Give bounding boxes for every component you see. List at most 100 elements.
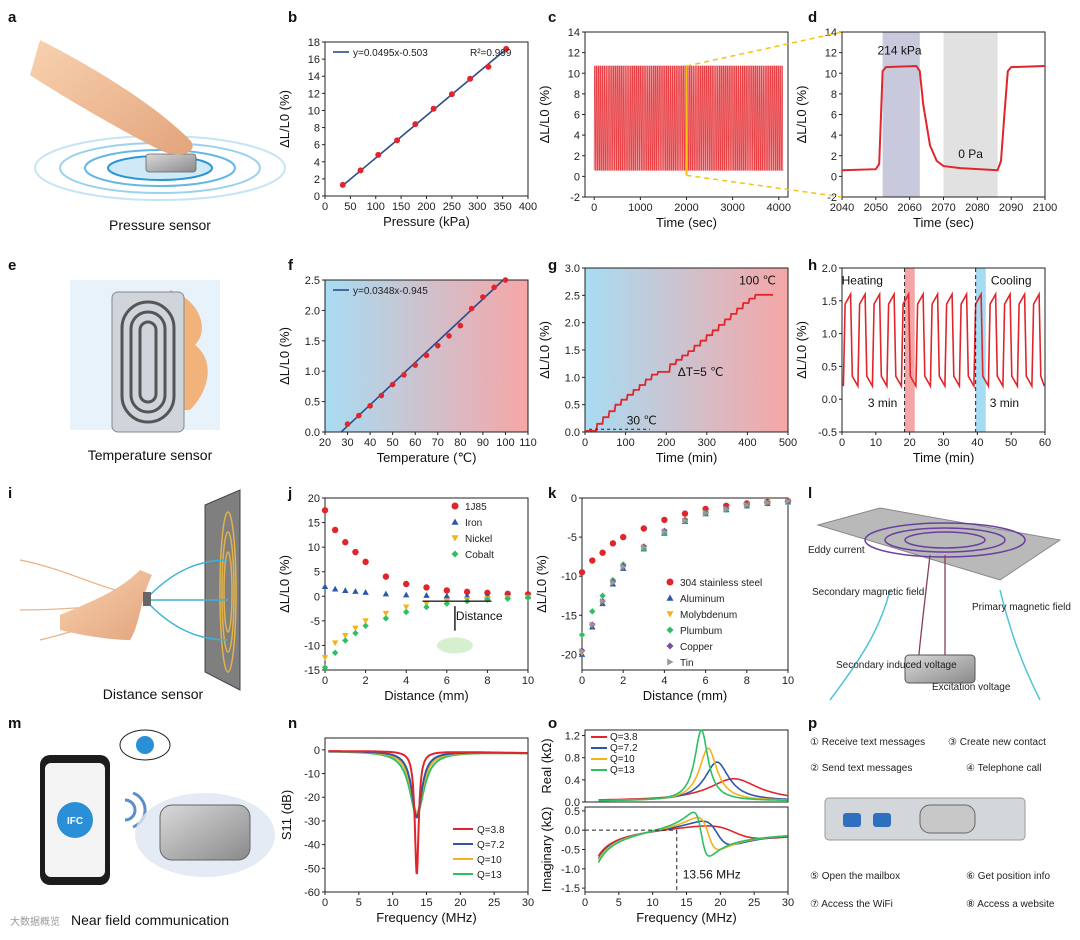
x-tick-label: 100 (367, 201, 385, 213)
x-tick-label: 6 (703, 675, 709, 687)
y-tick-label: -2 (570, 192, 580, 204)
series-line (593, 65, 784, 171)
y-tick-label: 0 (314, 591, 320, 603)
data-point (723, 505, 730, 513)
panel-letter-d: d (808, 9, 817, 26)
data-point (579, 648, 586, 655)
data-point (356, 412, 362, 419)
y-tick-label: 2.5 (305, 275, 320, 287)
data-point (599, 592, 606, 599)
y-tick-label: 1.0 (305, 366, 320, 378)
data-point (434, 342, 441, 349)
y-axis-label: ΔL/L0 (%) (534, 555, 549, 613)
x-tick-label: 2070 (931, 202, 955, 214)
x-tick-label: 2040 (830, 202, 854, 214)
data-point (342, 539, 349, 546)
y-tick-label: -60 (304, 887, 320, 899)
y-tick-label: -20 (304, 792, 320, 804)
label-excitation-voltage: Excitation voltage (932, 682, 1011, 693)
data-point (331, 585, 339, 592)
y-tick-label: 1.2 (565, 731, 580, 743)
hand-icon (60, 570, 152, 640)
legend-label: Q=3.8 (477, 825, 505, 836)
pressure-sensor-illustration: Pressure sensor (30, 40, 286, 233)
nfc-item-2: ② Send text messages (810, 763, 912, 774)
y-tick-label: 2.5 (565, 290, 580, 302)
x-tick-label: 400 (519, 201, 537, 213)
data-point (448, 91, 455, 98)
data-point (331, 640, 339, 647)
x-axis-label: Time (sec) (913, 215, 974, 230)
y-tick-label: 0 (571, 493, 577, 505)
data-point (578, 631, 586, 639)
data-point (378, 392, 385, 399)
caption-distance-sensor: Distance sensor (103, 686, 204, 702)
data-point (403, 604, 410, 611)
data-point (321, 583, 329, 590)
annotation-cooling: Cooling (991, 273, 1032, 287)
y-tick-label: -15 (561, 610, 577, 622)
nfc-item-4: ④ Telephone call (966, 763, 1042, 774)
nfc-item-8: ⑧ Access a website (966, 899, 1055, 910)
panel-letter-g: g (548, 257, 557, 274)
series-line (328, 750, 528, 814)
fit-line (342, 48, 507, 187)
data-point (503, 45, 510, 52)
y-tick-label: 2 (574, 151, 580, 163)
ifc-logo-text: IFC (67, 816, 83, 827)
y-tick-label: 0 (831, 171, 837, 183)
series-line (585, 293, 773, 432)
data-point (681, 510, 689, 517)
y-tick-label: 14 (568, 27, 580, 39)
data-point (352, 588, 359, 594)
chart-j-distance-magnetic: 0 2 4 6 8 10 -15 -10 -5 0 5 10 15 20 Distance (mm) ΔL/L… (277, 493, 534, 703)
legend-marker (666, 578, 674, 586)
x-axis-label: Time (min) (913, 450, 975, 465)
x-tick-label: 10 (522, 675, 534, 687)
panel-letter-b: b (288, 9, 297, 26)
y-tick-label: 4 (574, 130, 580, 142)
chart-b-pressure: 0 50 100 150 200 250 300 350 400 0 2 4 6 8 10 12 14 16 18 P… (277, 37, 537, 229)
y-tick-label: 1.0 (822, 329, 837, 341)
data-point (504, 595, 511, 602)
y-axis-label: ΔL/L0 (%) (537, 321, 552, 379)
y-tick-label: 0.0 (565, 825, 580, 837)
y-tick-label: -50 (304, 863, 320, 875)
y-tick-label: 12 (308, 88, 320, 100)
y-tick-label: 1.5 (305, 336, 320, 348)
y-tick-label: 2.0 (565, 318, 580, 330)
data-point (524, 594, 532, 601)
panel-letter-h: h (808, 257, 817, 274)
data-point (321, 655, 329, 661)
y-tick-label: -20 (561, 649, 577, 661)
data-point (412, 121, 419, 128)
label-secondary-magnetic-field: Secondary magnetic field (812, 587, 924, 598)
y-tick-label: 8 (831, 89, 837, 101)
legend-label: 1J85 (465, 502, 487, 513)
data-point (367, 403, 373, 409)
annotation-duration-1: 3 min (868, 396, 897, 410)
y-tick-label: 8 (314, 123, 320, 135)
x-tick-label: 500 (779, 437, 797, 449)
data-point (491, 284, 497, 291)
data-point (443, 592, 450, 599)
y-tick-label: 6 (574, 110, 580, 122)
wireless-signal-icon (124, 798, 137, 822)
caption-nfc: Near field communication (71, 912, 229, 928)
legend-label: Cobalt (465, 550, 494, 561)
y-tick-label: 2.0 (822, 263, 837, 275)
y-tick-label: 6 (831, 110, 837, 122)
x-tick-label: 15 (680, 897, 692, 909)
legend-marker (451, 550, 459, 558)
data-point (362, 618, 369, 625)
y-tick-label: 3.0 (565, 263, 580, 275)
y-tick-label: 0.0 (305, 427, 320, 439)
data-point (403, 591, 410, 598)
y-tick-label: 4 (314, 157, 320, 169)
sensor-chip-icon (145, 153, 197, 173)
data-point (331, 649, 339, 656)
series-line (328, 750, 528, 875)
ifc-logo-icon (57, 802, 93, 838)
data-point (682, 517, 689, 524)
data-point (362, 622, 369, 629)
